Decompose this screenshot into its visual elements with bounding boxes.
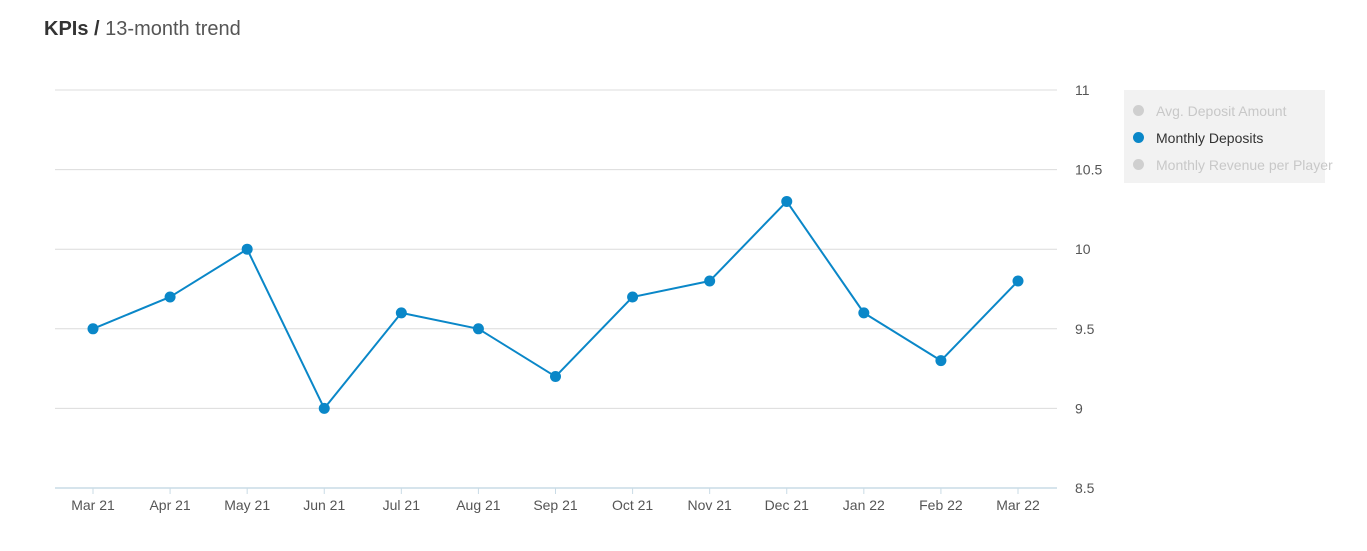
title-separator: / — [94, 18, 100, 40]
x-tick-label: Jul 21 — [383, 497, 421, 513]
x-tick-label: Sep 21 — [533, 497, 578, 513]
chart-legend: Avg. Deposit Amount Monthly Deposits Mon… — [1124, 90, 1333, 183]
data-point[interactable] — [858, 307, 870, 319]
y-tick-label: 10.5 — [1075, 162, 1102, 178]
legend-dot-icon — [1133, 159, 1144, 170]
legend-item-monthly-revenue-per-player[interactable]: Monthly Revenue per Player — [1124, 155, 1333, 182]
x-tick-label: Feb 22 — [919, 497, 963, 513]
title-kpis: KPIs — [44, 18, 89, 40]
x-tick-label: Mar 21 — [71, 497, 115, 513]
y-tick-label: 10 — [1075, 241, 1091, 257]
x-tick-label: Mar 22 — [996, 497, 1040, 513]
x-tick-label: Jan 22 — [843, 497, 885, 513]
y-tick-label: 9.5 — [1075, 321, 1095, 337]
data-point[interactable] — [781, 195, 793, 207]
data-point[interactable] — [550, 371, 561, 383]
data-point[interactable] — [241, 243, 253, 255]
data-point[interactable] — [87, 323, 99, 335]
x-tick-label: Jun 21 — [303, 497, 345, 513]
data-point[interactable] — [1012, 275, 1024, 287]
x-tick-label: May 21 — [224, 497, 270, 513]
y-tick-label: 11 — [1075, 82, 1090, 98]
legend-label: Avg. Deposit Amount — [1156, 103, 1287, 119]
x-tick-label: Nov 21 — [687, 497, 732, 513]
data-point[interactable] — [318, 402, 330, 414]
legend-dot-icon — [1133, 132, 1144, 143]
data-point[interactable] — [472, 323, 484, 335]
data-point[interactable] — [164, 291, 176, 303]
legend-dot-icon — [1133, 105, 1144, 116]
x-tick-label: Oct 21 — [612, 497, 653, 513]
x-tick-label: Apr 21 — [149, 497, 190, 513]
legend-item-avg-deposit-amount[interactable]: Avg. Deposit Amount — [1124, 101, 1325, 128]
y-tick-label: 8.5 — [1075, 480, 1095, 496]
x-tick-label: Aug 21 — [456, 497, 501, 513]
title-subtitle: 13-month trend — [105, 18, 241, 40]
data-point[interactable] — [395, 307, 407, 319]
data-point[interactable] — [704, 275, 716, 287]
page-title: KPIs / 13-month trend — [44, 16, 241, 42]
data-point[interactable] — [935, 355, 947, 367]
x-tick-label: Dec 21 — [765, 497, 810, 513]
data-point[interactable] — [627, 291, 639, 303]
legend-label: Monthly Deposits — [1156, 130, 1264, 146]
y-tick-label: 9 — [1075, 400, 1083, 416]
legend-label: Monthly Revenue per Player — [1156, 157, 1333, 173]
legend-item-monthly-deposits[interactable]: Monthly Deposits — [1124, 128, 1325, 155]
